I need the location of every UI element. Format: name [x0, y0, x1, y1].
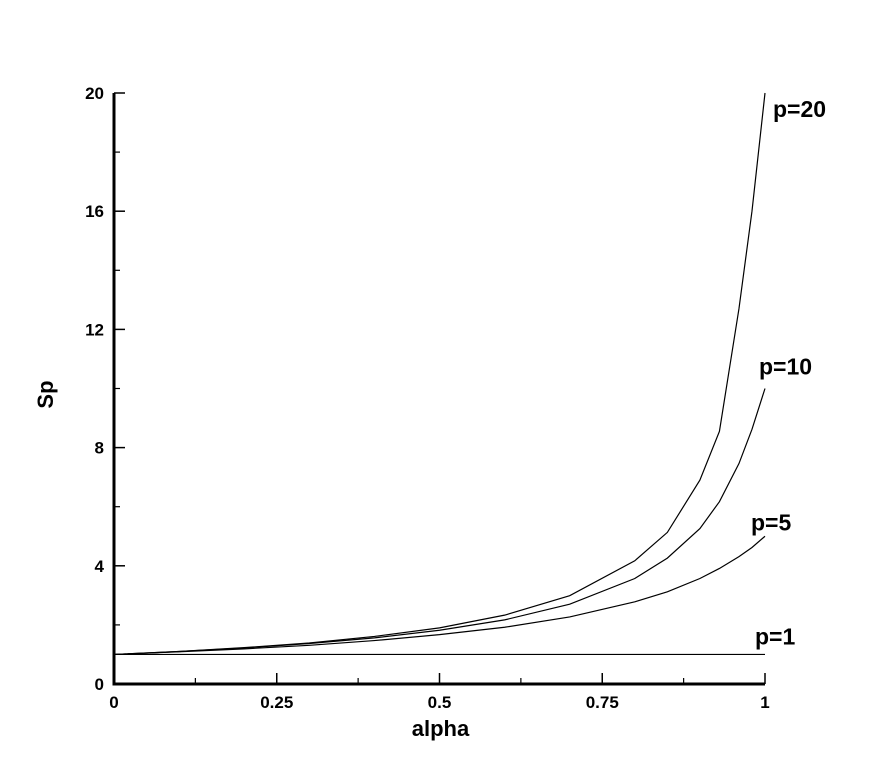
- x-tick-label: 0.25: [260, 693, 293, 712]
- series-line-p-5: [113, 535, 766, 656]
- y-tick-label: 0: [95, 675, 104, 694]
- y-axis-title: Sp: [33, 380, 58, 408]
- y-tick-label: 12: [85, 320, 104, 339]
- series-label: p=10: [759, 354, 812, 380]
- x-tick-label: 0.75: [586, 693, 619, 712]
- x-tick-label: 1: [760, 693, 769, 712]
- y-axis-ticks: 0 4 8 12 16 20: [85, 84, 125, 694]
- series-label: p=1: [755, 623, 795, 649]
- plot-area: 0 0.25 0.5 0.75 1 0 4 8 12 16 20 p=1 p=5 p=10 p=20: [85, 84, 826, 712]
- series-labels: p=1 p=5 p=10 p=20: [751, 96, 826, 649]
- y-tick-label: 4: [95, 557, 105, 576]
- y-tick-label: 16: [85, 202, 104, 221]
- x-axis-ticks: 0 0.25 0.5 0.75 1: [109, 673, 770, 712]
- x-tick-label: 0.5: [428, 693, 452, 712]
- x-axis-title: alpha: [412, 716, 470, 741]
- series-lines: [113, 92, 766, 656]
- y-tick-label: 20: [85, 84, 104, 103]
- x-tick-label: 0: [109, 693, 118, 712]
- y-tick-label: 8: [95, 439, 104, 458]
- series-label: p=5: [751, 509, 791, 535]
- series-label: p=20: [773, 96, 826, 122]
- series-line-p-20: [113, 92, 766, 656]
- series-line-p-10: [113, 388, 766, 656]
